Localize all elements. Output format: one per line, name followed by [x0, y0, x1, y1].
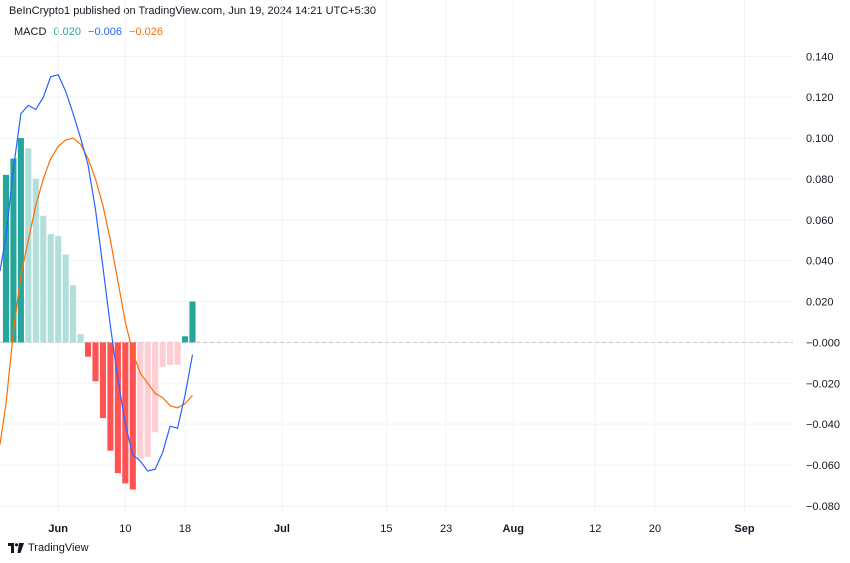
histogram-bar: [129, 342, 136, 490]
tradingview-logo: TradingView: [8, 542, 89, 554]
histogram-bar: [99, 342, 107, 419]
histogram-bar: [77, 334, 84, 343]
y-tick-label: −0.040: [806, 419, 840, 431]
footer-brand: TradingView: [28, 542, 89, 554]
histogram-bar: [189, 301, 196, 343]
y-tick-label: 0.140: [806, 51, 834, 63]
macd-value: −0.006: [88, 26, 122, 38]
histogram-bar: [70, 285, 77, 343]
x-tick-label: 10: [119, 523, 131, 535]
y-tick-label: −0.080: [806, 501, 840, 513]
histogram-bar: [181, 336, 189, 343]
histogram-bar: [40, 215, 47, 343]
y-axis: 0.140 0.120 0.100 0.080 0.060 0.040 0.020 −0.00…: [806, 51, 840, 513]
histogram-bar: [2, 174, 10, 343]
y-tick-label: 0.020: [806, 297, 834, 309]
x-tick-label: Jul: [274, 523, 290, 535]
y-tick-label: −0.020: [806, 378, 840, 390]
x-tick-label: Aug: [503, 523, 524, 535]
histogram-bar: [174, 342, 181, 365]
histogram-bar: [152, 342, 159, 433]
y-tick-label: 0.120: [806, 92, 834, 104]
histogram-bar: [55, 236, 62, 343]
histogram-bar: [107, 342, 114, 451]
macd-line: [0, 73, 194, 472]
histogram-bar: [62, 254, 69, 343]
indicator-legend: MACD 0.020 −0.006 −0.026: [14, 26, 167, 38]
x-tick-label: 23: [440, 523, 452, 535]
histogram-value: 0.020: [53, 26, 81, 38]
histogram-bar: [144, 342, 151, 457]
x-tick-label: 18: [179, 523, 191, 535]
signal-value: −0.026: [129, 26, 164, 38]
histogram-bar: [92, 342, 99, 382]
y-tick-label: 0.080: [806, 174, 834, 186]
x-tick-label: 15: [380, 523, 392, 535]
histogram-bar: [17, 138, 24, 343]
y-tick-label: −0.000: [806, 337, 840, 349]
histogram-bars: [2, 138, 196, 490]
x-tick-label: Sep: [734, 523, 754, 535]
histogram-bar: [159, 342, 166, 367]
histogram-bar: [47, 234, 54, 343]
histogram-bar: [32, 178, 39, 343]
y-tick-label: 0.100: [806, 133, 834, 145]
histogram-bar: [25, 148, 32, 343]
tradingview-logo-icon: [8, 543, 24, 553]
histogram-bar: [137, 342, 144, 459]
y-tick-label: −0.060: [806, 460, 840, 472]
y-tick-label: 0.060: [806, 215, 834, 227]
x-axis: Jun 10 18 Jul 15 23 Aug 12 20 Sep: [48, 523, 754, 535]
signal-line: [0, 137, 193, 445]
histogram-bar: [122, 342, 129, 484]
histogram-bar: [114, 342, 121, 474]
publish-info: BeInCrypto1 published on TradingView.com…: [9, 5, 377, 17]
histogram-bar: [84, 342, 92, 357]
histogram-bar: [10, 158, 17, 343]
y-tick-label: 0.040: [806, 256, 834, 268]
x-tick-label: 20: [649, 523, 661, 535]
x-tick-label: Jun: [48, 523, 68, 535]
x-tick-label: 12: [589, 523, 601, 535]
histogram-bar: [167, 342, 174, 365]
indicator-name: MACD: [14, 26, 47, 38]
